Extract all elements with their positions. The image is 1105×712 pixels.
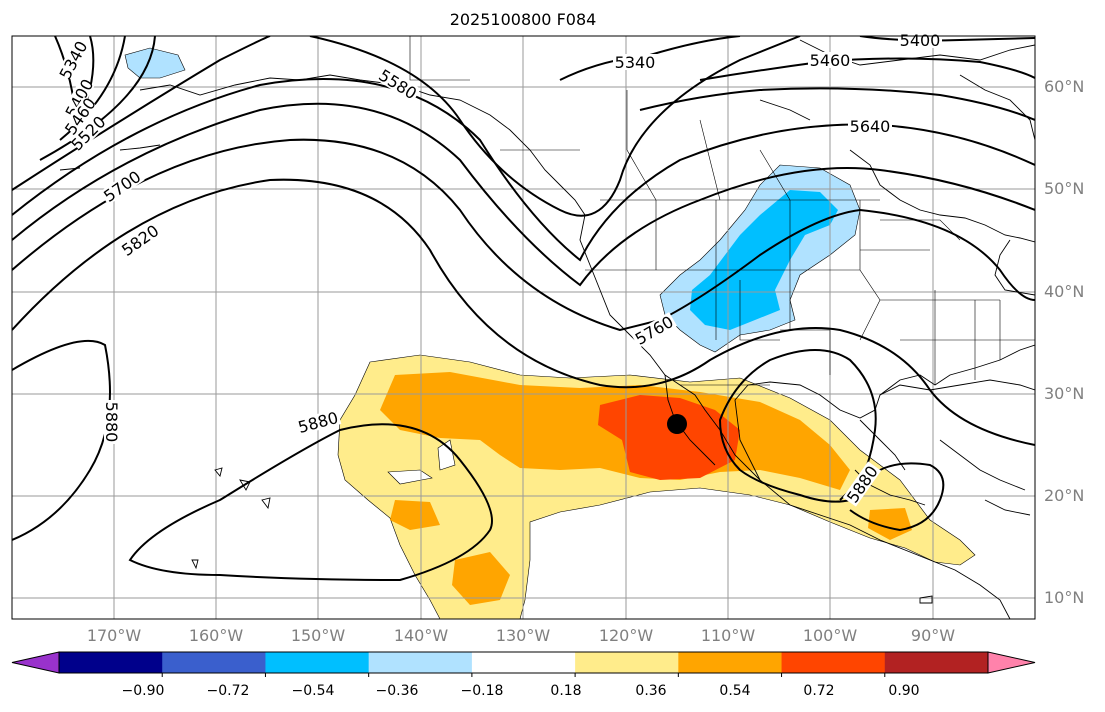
colorbar-swatch: [471, 652, 576, 673]
colorbar-tick: 0.72: [803, 683, 835, 699]
colorbar-extend-high: [987, 651, 1036, 674]
contour-label: 5640: [850, 117, 891, 136]
anomaly-orange-3: [452, 552, 510, 605]
lat-label: 40°N: [1044, 282, 1085, 301]
contour-label: 5460: [810, 51, 851, 70]
contour-label: 5880: [102, 402, 121, 443]
lon-label: 120°W: [598, 626, 654, 645]
map-border: [11, 35, 1036, 620]
lon-label: 170°W: [86, 626, 142, 645]
lon-label: 110°W: [700, 626, 756, 645]
lon-label: 150°W: [290, 626, 346, 645]
lat-label: 60°N: [1044, 77, 1085, 96]
contour-label: 5400: [900, 31, 941, 50]
anomaly-white-hole-2: [437, 439, 456, 471]
colorbar-tick: 0.36: [635, 683, 667, 699]
lat-label: 20°N: [1044, 486, 1085, 505]
colorbar-swatch: [265, 652, 370, 673]
anomaly-alaska-blue: [124, 47, 186, 79]
colorbar-tick: −0.18: [460, 683, 504, 699]
colorbar-swatch: [781, 652, 886, 673]
storm-center-marker: [667, 414, 687, 434]
colorbar-outline: [58, 651, 989, 674]
contour-5880-mexico: [718, 349, 877, 503]
graticule: [12, 36, 1035, 619]
colorbar-tick: 0.54: [719, 683, 751, 699]
colorbar-tick: 0.90: [888, 683, 920, 699]
colorbar-extend-low: [11, 651, 60, 674]
map-title: 2025100800 F084: [449, 10, 597, 29]
colorbar-tick: −0.54: [291, 683, 335, 699]
colorbar-tick: −0.72: [206, 683, 250, 699]
lon-label: 160°W: [188, 626, 244, 645]
negative-anomaly-field: [124, 47, 861, 353]
contour-5700: [12, 102, 1035, 287]
colorbar-tick: −0.90: [121, 683, 165, 699]
contour-5820: [12, 178, 1035, 446]
contour-5880-pool: [128, 423, 493, 582]
colorbar-swatch: [678, 652, 783, 673]
lon-label: 130°W: [495, 626, 551, 645]
colorbar-swatch: [59, 652, 163, 673]
colorbar-swatch: [162, 652, 266, 673]
colorbar-swatch: [368, 652, 473, 673]
contour-5460-east: [699, 57, 1035, 81]
lon-label: 90°W: [910, 626, 956, 645]
colorbar: [11, 651, 1036, 677]
lat-label: 10°N: [1044, 588, 1085, 607]
anomaly-orange-2: [390, 500, 440, 530]
lon-label: 100°W: [802, 626, 858, 645]
positive-anomaly-field: [337, 354, 976, 619]
contour-5520-east: [639, 87, 1035, 121]
contour-label: 5340: [615, 53, 656, 72]
contour-5580: [309, 36, 801, 217]
contour-5760: [12, 138, 1035, 332]
anomaly-red: [598, 395, 740, 480]
colorbar-tick: −0.36: [375, 683, 419, 699]
colorbar-swatch: [575, 652, 679, 673]
anomaly-blue: [690, 190, 838, 330]
contour-5580-west: [12, 36, 271, 191]
contour-5520: [39, 36, 156, 161]
anomaly-orange-4: [868, 508, 912, 540]
lon-label: 140°W: [393, 626, 449, 645]
lat-label: 30°N: [1044, 384, 1085, 403]
colorbar-tick: 0.18: [550, 683, 582, 699]
colorbar-swatch: [884, 652, 989, 673]
lat-label: 50°N: [1044, 179, 1085, 198]
islands: [59, 144, 271, 570]
coastlines: [139, 39, 1035, 619]
